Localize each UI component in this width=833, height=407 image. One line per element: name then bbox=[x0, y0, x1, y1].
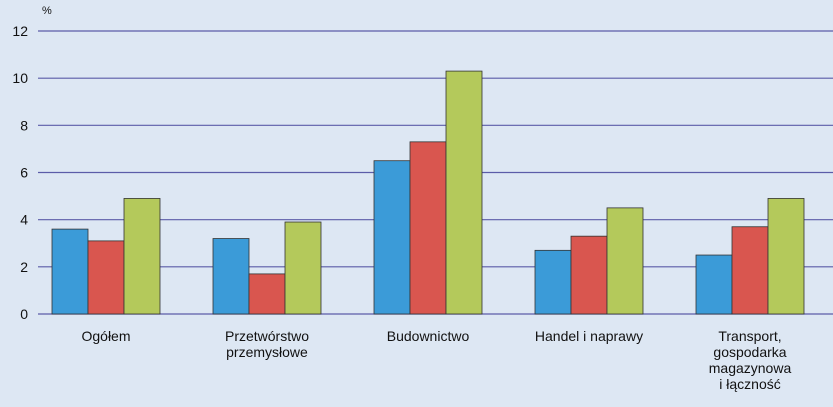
bar bbox=[606, 207, 644, 315]
bar bbox=[534, 249, 572, 315]
x-tick-label: Przetwórstwo przemysłowe bbox=[225, 328, 309, 360]
x-tick-label: Budownictwo bbox=[387, 328, 470, 344]
bar bbox=[284, 221, 322, 315]
bar bbox=[373, 160, 411, 315]
bar bbox=[51, 228, 89, 315]
y-tick-label: 8 bbox=[20, 117, 28, 133]
bar bbox=[695, 254, 733, 315]
bar bbox=[87, 240, 125, 315]
y-axis-label: % bbox=[42, 5, 52, 17]
bar bbox=[570, 235, 608, 315]
y-tick-label: 10 bbox=[12, 70, 28, 86]
y-tick-label: 4 bbox=[20, 212, 28, 228]
x-tick-label: Transport, gospodarka magazynowa i łączność bbox=[709, 328, 792, 392]
bar bbox=[123, 198, 161, 315]
y-tick-label: 12 bbox=[12, 23, 28, 39]
y-tick-label: 6 bbox=[20, 165, 28, 181]
bar bbox=[767, 198, 805, 315]
bar bbox=[409, 141, 447, 315]
x-tick-label: Handel i naprawy bbox=[535, 328, 643, 344]
y-tick-label: 2 bbox=[20, 259, 28, 275]
y-tick-label: 0 bbox=[20, 306, 28, 322]
bar bbox=[212, 238, 250, 315]
bar bbox=[248, 273, 286, 315]
x-tick-label: Ogółem bbox=[81, 328, 130, 344]
bar bbox=[445, 70, 483, 315]
bar bbox=[731, 226, 769, 315]
